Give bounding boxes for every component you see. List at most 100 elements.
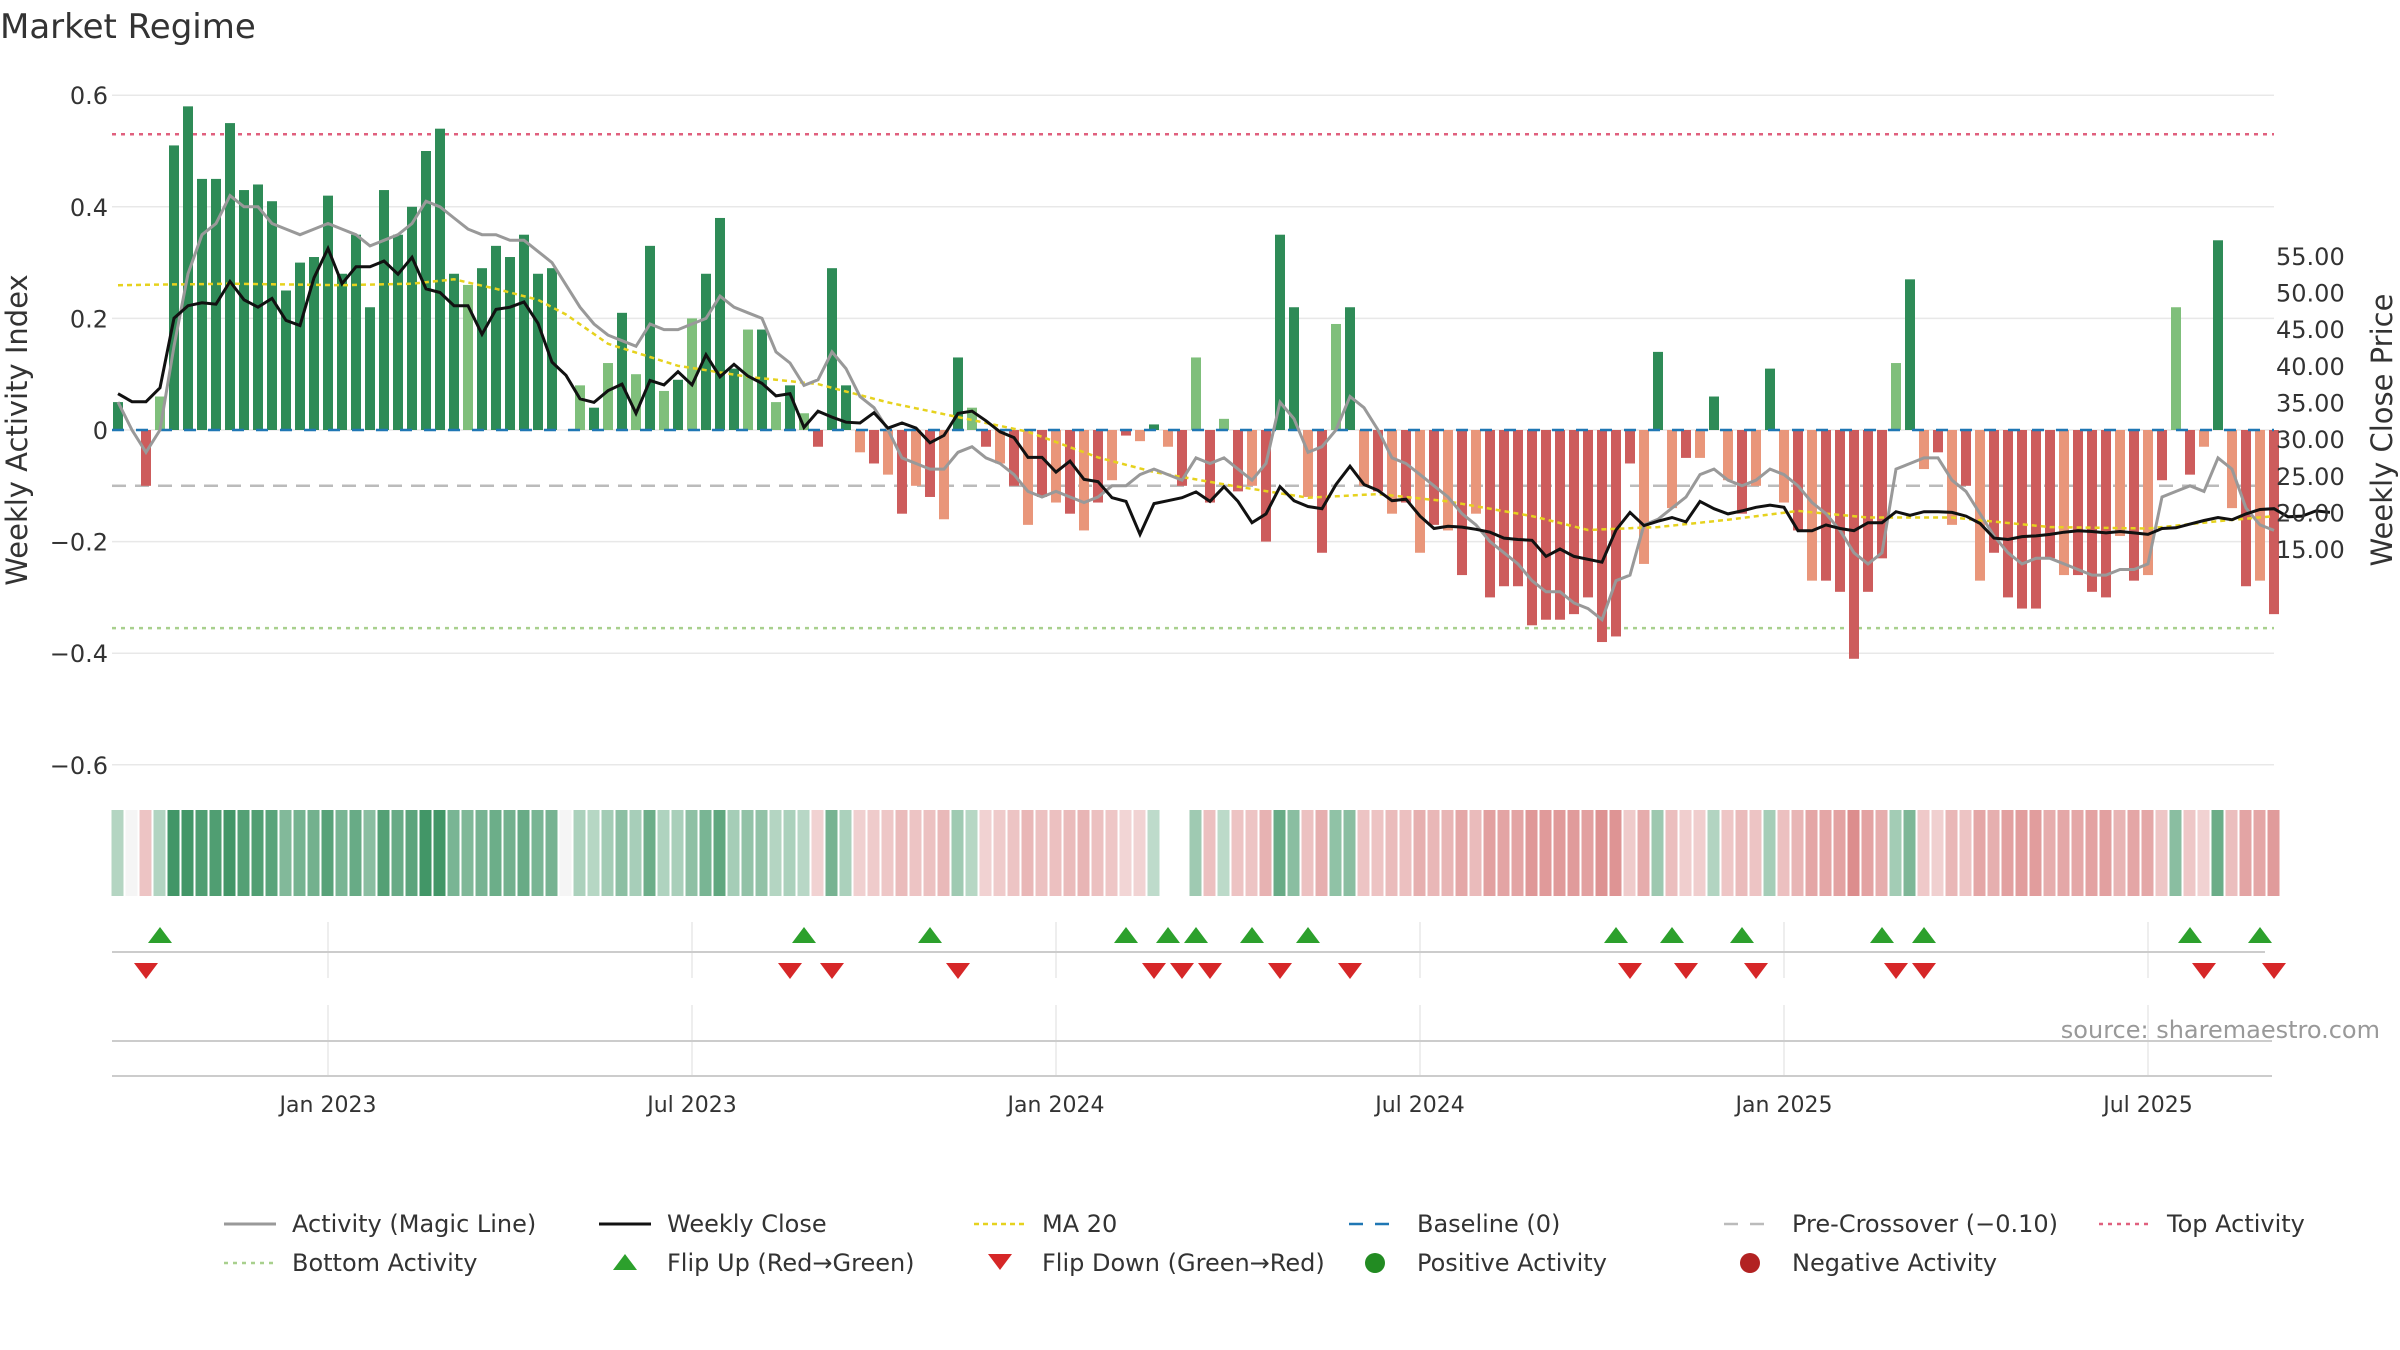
- regime-strip-cell: [139, 810, 152, 896]
- flip-up-marker: [792, 927, 816, 943]
- x-tick-label: Jul 2023: [645, 1093, 737, 1118]
- regime-strip-cell: [335, 810, 348, 896]
- flip-down-marker: [134, 963, 158, 979]
- activity-bar: [1177, 430, 1187, 486]
- regime-strip-cell: [1511, 810, 1524, 896]
- activity-bar: [1107, 430, 1117, 481]
- legend-item-flip_down: Flip Down (Green→Red): [988, 1249, 1325, 1277]
- regime-strip-cell: [1805, 810, 1818, 896]
- regime-strip-cell: [657, 810, 670, 896]
- regime-strip-cell: [1357, 810, 1370, 896]
- regime-strip-cell: [1133, 810, 1146, 896]
- legend-label: Activity (Magic Line): [292, 1210, 536, 1238]
- activity-bar: [1849, 430, 1859, 659]
- regime-strip-cell: [307, 810, 320, 896]
- activity-bar: [1289, 307, 1299, 430]
- activity-bar: [533, 273, 543, 430]
- regime-strip-cell: [517, 810, 530, 896]
- activity-bar: [183, 106, 193, 431]
- legend: Activity (Magic Line) Weekly Close MA 20 Ba…: [224, 1210, 2305, 1277]
- regime-strip-cell: [489, 810, 502, 896]
- activity-bar: [617, 312, 627, 430]
- regime-strip-cell: [1931, 810, 1944, 896]
- activity-bar: [589, 407, 599, 430]
- regime-strip-cell: [1413, 810, 1426, 896]
- regime-strip-cell: [1665, 810, 1678, 896]
- regime-strip-cell: [1091, 810, 1104, 896]
- activity-bar: [449, 273, 459, 430]
- regime-strip-cell: [1763, 810, 1776, 896]
- regime-strip-cell: [895, 810, 908, 896]
- flip-down-marker: [1618, 963, 1642, 979]
- legend-item-baseline: Baseline (0): [1349, 1210, 1560, 1238]
- flip-up-marker: [1660, 927, 1684, 943]
- activity-bar: [309, 257, 319, 430]
- activity-bar: [1583, 430, 1593, 598]
- regime-strip-cell: [1301, 810, 1314, 896]
- activity-bar: [939, 430, 949, 520]
- activity-bar: [1401, 430, 1411, 503]
- regime-strip-cell: [1455, 810, 1468, 896]
- activity-bar: [1961, 430, 1971, 486]
- regime-strip-cell: [797, 810, 810, 896]
- activity-bar: [981, 430, 991, 447]
- regime-strip-cell: [783, 810, 796, 896]
- regime-strip-cell: [1595, 810, 1608, 896]
- flip-up-marker: [148, 927, 172, 943]
- activity-bar: [295, 262, 305, 430]
- activity-bars: [113, 106, 2279, 659]
- regime-strip-cell: [2141, 810, 2154, 896]
- flip-up-marker: [1296, 927, 1320, 943]
- regime-strip-cell: [1959, 810, 1972, 896]
- regime-strip-cell: [1609, 810, 1622, 896]
- regime-strip-cell: [1749, 810, 1762, 896]
- regime-strip-cell: [237, 810, 250, 896]
- regime-strip-cell: [1217, 810, 1230, 896]
- regime-strip-cell: [643, 810, 656, 896]
- activity-bar: [1373, 430, 1383, 492]
- regime-strip-cell: [153, 810, 166, 896]
- regime-strip-cell: [713, 810, 726, 896]
- activity-bar: [1709, 396, 1719, 430]
- activity-bar: [1541, 430, 1551, 620]
- regime-strip-cell: [601, 810, 614, 896]
- regime-strip-cell: [923, 810, 936, 896]
- regime-strip-cell: [1175, 810, 1188, 896]
- activity-bar: [1219, 418, 1229, 430]
- legend-item-flip_up: Flip Up (Red→Green): [613, 1249, 915, 1277]
- activity-bar: [1163, 430, 1173, 447]
- regime-strip-cell: [1385, 810, 1398, 896]
- series-lines: [112, 193, 2331, 623]
- regime-strip-cell: [1287, 810, 1300, 896]
- activity-bar: [337, 273, 347, 430]
- ma20-line: [117, 278, 2275, 532]
- activity-bar: [197, 178, 207, 430]
- activity-bar: [631, 374, 641, 430]
- activity-bar: [1625, 430, 1635, 464]
- flip-down-marker: [2262, 963, 2286, 979]
- chart-title: Market Regime: [0, 7, 256, 47]
- activity-bar: [1569, 430, 1579, 615]
- flip-up-marker: [1184, 927, 1208, 943]
- regime-strip-cell: [1693, 810, 1706, 896]
- activity-bar: [1667, 430, 1677, 509]
- regime-strip-cell: [629, 810, 642, 896]
- regime-strip-cell: [1105, 810, 1118, 896]
- legend-label: Negative Activity: [1792, 1249, 1997, 1277]
- regime-strip-cell: [1315, 810, 1328, 896]
- activity-bar: [1639, 430, 1649, 564]
- activity-bar: [1387, 430, 1397, 514]
- activity-bar: [365, 307, 375, 430]
- regime-strip-cell: [559, 810, 572, 896]
- legend-label: Weekly Close: [667, 1210, 827, 1238]
- regime-strip-cell: [727, 810, 740, 896]
- weekly-close-line: [117, 244, 2331, 564]
- activity-bar: [799, 413, 809, 430]
- regime-strip-cell: [1203, 810, 1216, 896]
- regime-strip-cell: [979, 810, 992, 896]
- regime-strip-cell: [1945, 810, 1958, 896]
- regime-strip-cell: [349, 810, 362, 896]
- flip-down-marker: [1268, 963, 1292, 979]
- activity-bar: [1065, 430, 1075, 514]
